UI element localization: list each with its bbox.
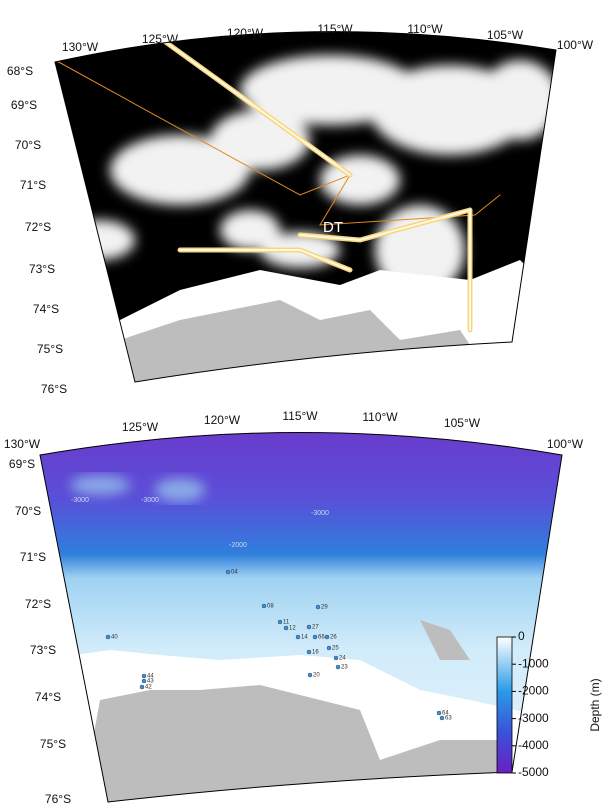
station-marker <box>283 625 289 631</box>
latitude-label: 75°S <box>37 342 63 356</box>
station-marker <box>139 684 145 690</box>
labels: 130°W 125°W 120°W 115°W 110°W 105°W 100°W 68°S 6… <box>4 22 602 806</box>
station-marker <box>225 569 231 575</box>
station-label: 14 <box>301 635 308 641</box>
station-marker <box>307 672 313 678</box>
station-marker <box>306 649 312 655</box>
latitude-label: 73°S <box>29 262 55 276</box>
longitude-label: 105°W <box>487 28 524 42</box>
station-label: 44 <box>147 674 154 680</box>
place-label: PIIS <box>454 349 482 366</box>
place-label: DIS <box>335 293 360 310</box>
place-label: GIS <box>209 293 235 310</box>
longitude-label: 125°W <box>122 420 159 434</box>
station-label: 04 <box>231 570 238 576</box>
station-label: 20 <box>313 673 320 679</box>
latitude-label: 75°S <box>40 737 66 751</box>
longitude-label: 130°W <box>4 437 41 451</box>
station-marker <box>436 710 442 716</box>
colorbar-title: Depth (m) <box>588 678 602 731</box>
latitude-label: 72°S <box>25 597 51 611</box>
station-label: 42 <box>145 685 152 691</box>
station-marker <box>141 673 147 679</box>
longitude-label: 130°W <box>62 40 99 54</box>
station-marker <box>306 624 312 630</box>
station-label: 24 <box>339 656 346 662</box>
station-label: 29 <box>321 605 328 611</box>
place-label: DT <box>323 219 343 236</box>
longitude-label: 120°W <box>204 413 241 427</box>
longitude-label: 105°W <box>444 416 481 430</box>
latitude-label: 71°S <box>20 178 46 192</box>
longitude-label: 100°W <box>547 437 584 451</box>
station-marker <box>141 678 147 684</box>
station-marker <box>315 604 321 610</box>
colorbar-tick-label: -3000 <box>518 711 549 725</box>
latitude-label: 69°S <box>11 98 37 112</box>
latitude-label: 70°S <box>15 138 41 152</box>
station-label: 40 <box>111 635 118 641</box>
station-label: 11 <box>283 620 290 626</box>
latitude-label: 76°S <box>45 792 71 806</box>
station-label: 63 <box>445 716 452 722</box>
station-label: 08 <box>267 604 274 610</box>
latitude-label: 69°S <box>9 457 35 471</box>
longitude-label: 100°W <box>557 38 594 52</box>
station-label: 66 <box>318 635 325 641</box>
sea-ice-map <box>55 31 556 382</box>
station-label: 64 <box>442 711 449 717</box>
colorbar-tick-label: -5000 <box>518 765 549 779</box>
colorbar-tick-label: 0 <box>518 629 525 643</box>
latitude-label: 70°S <box>15 504 41 518</box>
station-marker <box>312 634 318 640</box>
station-marker <box>277 619 283 625</box>
station-marker <box>326 645 332 651</box>
contour-label: -2000 <box>229 542 247 549</box>
longitude-label: 110°W <box>362 410 398 424</box>
colorbar-tick-label: -4000 <box>518 738 549 752</box>
latitude-label: 71°S <box>20 550 46 564</box>
latitude-label: 72°S <box>25 220 51 234</box>
latitude-label: 74°S <box>35 690 61 704</box>
contour-label: -3000 <box>71 497 89 504</box>
bathymetry-map <box>40 432 562 802</box>
colorbar <box>496 636 513 774</box>
longitude-label: 115°W <box>317 22 353 36</box>
colorbar-tick-label: -2000 <box>518 684 549 698</box>
station-marker <box>105 634 111 640</box>
station-marker <box>324 634 330 640</box>
longitude-label: 110°W <box>407 22 443 36</box>
contour-label: -3000 <box>141 497 159 504</box>
station-label: 43 <box>147 679 154 685</box>
station-label: 25 <box>332 646 339 652</box>
longitude-label: 125°W <box>142 32 179 46</box>
latitude-label: 74°S <box>33 302 59 316</box>
longitude-label: 115°W <box>282 409 318 423</box>
station-label: 23 <box>341 665 348 671</box>
longitude-label: 120°W <box>227 26 264 40</box>
contour-label: -3000 <box>311 510 329 517</box>
latitude-label: 68°S <box>7 64 33 78</box>
station-marker <box>439 715 445 721</box>
station-label: 12 <box>289 626 296 632</box>
station-label: 27 <box>312 625 319 631</box>
station-marker <box>261 603 267 609</box>
station-marker <box>335 664 341 670</box>
latitude-label: 73°S <box>30 643 56 657</box>
station-label: 16 <box>312 650 319 656</box>
station-label: 26 <box>330 635 337 641</box>
station-marker <box>333 655 339 661</box>
colorbar-tick-label: -1000 <box>518 656 549 670</box>
station-marker <box>295 634 301 640</box>
latitude-label: 76°S <box>41 382 67 396</box>
